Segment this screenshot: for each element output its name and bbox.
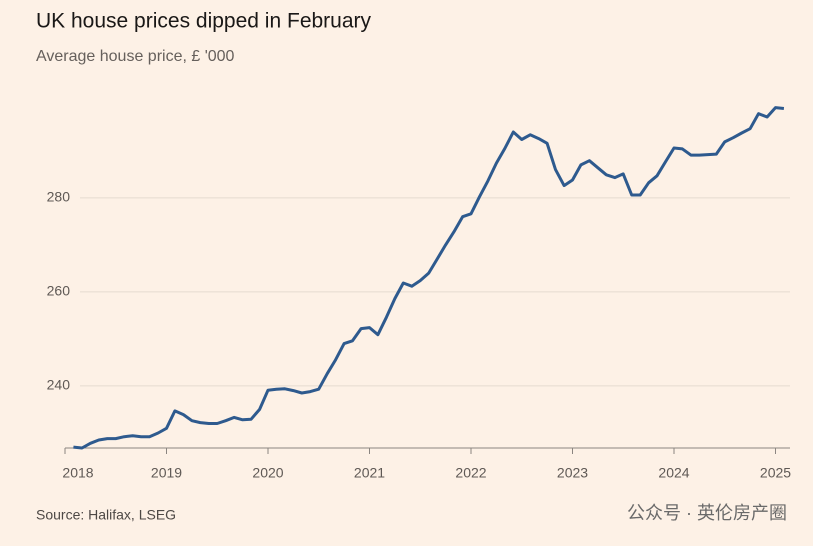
- x-tick-label: 2021: [354, 465, 385, 481]
- y-tick-label: 260: [47, 283, 71, 299]
- y-tick-label: 280: [47, 189, 71, 205]
- chart-subtitle: Average house price, £ '000: [36, 48, 235, 65]
- data-line: [73, 106, 785, 450]
- chart-title: UK house prices dipped in February: [36, 10, 372, 33]
- x-tick-label: 2022: [455, 465, 486, 481]
- watermark: 公众号 · 英伦房产圈: [627, 503, 787, 523]
- x-tick-label: 2023: [557, 465, 588, 481]
- x-tick-label: 2024: [658, 465, 689, 481]
- x-tick-label: 2019: [151, 465, 182, 481]
- source: Source: Halifax, LSEG: [36, 507, 176, 523]
- x-tick-label: 2020: [252, 465, 283, 481]
- y-tick-label: 240: [47, 377, 71, 393]
- x-tick-label: 2025: [760, 465, 791, 481]
- x-tick-label: 2018: [62, 465, 93, 481]
